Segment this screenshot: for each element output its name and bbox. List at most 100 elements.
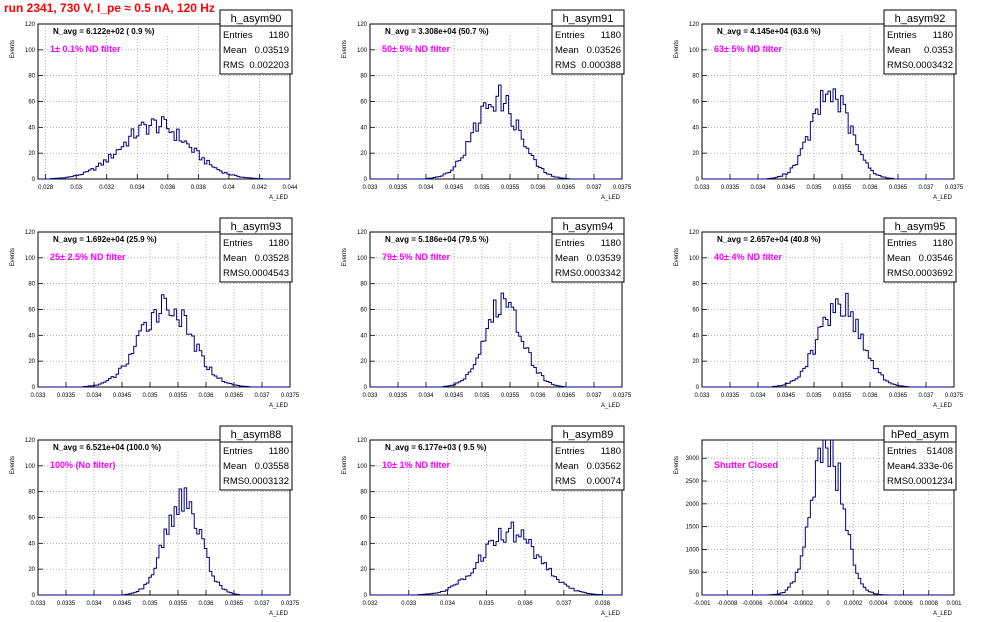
y-axis-label: Events [674,40,680,58]
navg-text: N_avg = 6.122e+02 ( 0.9 %) [53,27,155,36]
stats-box: h_asym94 Entries 1180 Mean 0.03539 RMS 0.00033… [551,217,625,283]
x-tick-label: 0.036 [530,393,546,399]
y-tick-label: 20 [360,151,367,157]
y-tick-label: 80 [360,282,367,288]
y-tick-label: 20 [28,359,35,365]
y-tick-label: 80 [692,74,699,80]
stats-box: h_asym88 Entries 1180 Mean 0.03558 RMS 0.00031… [219,425,293,491]
stats-label: RMS [223,268,244,279]
x-tick-label: 0.0355 [833,185,852,191]
y-tick-label: 80 [360,490,367,496]
y-tick-label: 100 [25,256,36,262]
stats-value: 1180 [601,30,621,41]
x-tick-label: 0.037 [556,601,572,607]
stats-label: Entries [555,30,585,41]
stats-value: 1180 [933,238,953,249]
y-tick-label: 1000 [686,547,700,553]
x-tick-label: 0.035 [142,393,158,399]
stats-value: 0.03528 [255,253,289,264]
x-tick-label: 0.035 [474,185,490,191]
x-tick-label: 0.0335 [389,393,408,399]
run-title: run 2341, 730 V, I_pe ≈ 0.5 nA, 120 Hz [4,1,215,15]
x-tick-label: 0.0008 [920,601,939,607]
x-tick-label: 0.0006 [894,601,913,607]
x-tick-label: 0.038 [191,185,207,191]
x-tick-label: 0.0375 [281,393,300,399]
y-tick-label: 0 [696,385,700,391]
x-tick-label: 0.034 [86,601,102,607]
y-axis-ticks: 0 20 40 60 80 100 120 [689,22,954,183]
y-tick-label: 20 [360,359,367,365]
stats-label: Mean [223,253,247,264]
stats-value: 0.0003432 [908,60,953,71]
filter-label: 63± 5% ND filter [714,44,782,54]
navg-text: N_avg = 1.692e+04 (25.9 %) [53,235,157,244]
x-tick-label: 0.034 [750,185,766,191]
y-tick-label: 40 [28,125,35,131]
x-tick-label: 0.034 [418,393,434,399]
navg-box [50,441,182,452]
stats-label: RMS [223,476,244,487]
y-tick-label: 40 [360,125,367,131]
x-tick-label: 0.0345 [445,393,464,399]
stats-label: RMS [223,60,244,71]
stats-title: h_asym94 [563,221,614,233]
x-tick-label: 0.042 [252,185,268,191]
navg-box [714,25,846,36]
y-tick-label: 60 [360,100,367,106]
y-tick-label: 100 [689,256,700,262]
y-tick-label: 0 [364,593,368,599]
y-tick-label: 0 [32,385,36,391]
y-tick-label: 40 [692,125,699,131]
x-tick-label: 0.036 [530,185,546,191]
stats-label: RMS [887,60,908,71]
filter-label: Shutter Closed [714,460,778,470]
navg-text: N_avg = 6.521e+04 (100.0 %) [53,443,161,452]
stats-value: 1180 [269,30,289,41]
histogram-series [38,294,290,388]
navg-label: N_avg = 3.308e+04 (50.7 %) [382,25,514,36]
x-axis-ticks: 0.032 0.033 0.034 0.035 0.036 0.037 0.038 [362,440,611,607]
x-tick-label: 0.0375 [613,393,632,399]
stats-label: Mean [223,461,247,472]
stats-title: h_asym88 [231,429,282,441]
y-tick-label: 100 [357,48,368,54]
navg-text: N_avg = 4.145e+04 (63.6 %) [717,27,821,36]
stats-label: RMS [887,268,908,279]
stats-frame [883,425,957,491]
x-tick-label: 0.028 [38,185,54,191]
histogram-series [38,487,290,596]
y-tick-label: 80 [28,74,35,80]
stats-label: Entries [887,446,917,457]
y-tick-label: 500 [689,570,700,576]
stats-box: h_asym90 Entries 1180 Mean 0.03519 RMS 0.00220… [219,9,293,75]
histogram-panel-h_asym90: 0.028 0.03 0.032 0.034 0.036 0.038 0.04 0.042 0.… [10,9,298,201]
y-tick-label: 120 [689,22,700,28]
stats-label: Entries [555,446,585,457]
navg-box [50,233,182,244]
y-tick-label: 100 [357,464,368,470]
y-axis-label: Events [342,248,348,266]
stats-box: h_asym92 Entries 1180 Mean 0.0353 RMS 0.000343… [883,9,957,75]
x-tick-label: -0.001 [693,601,711,607]
stats-frame [551,425,625,491]
x-tick-label: 0.034 [130,185,146,191]
stats-value: 0.03546 [919,253,953,264]
stats-title: h_asym93 [231,221,282,233]
x-tick-label: 0.033 [30,601,46,607]
navg-text: N_avg = 2.657e+04 (40.8 %) [717,235,821,244]
stats-label: RMS [555,268,576,279]
y-tick-label: 80 [28,282,35,288]
x-axis-label: A_LED [269,403,289,409]
x-tick-label: 0.035 [474,393,490,399]
x-tick-label: 0.036 [862,393,878,399]
stats-frame [219,217,293,283]
x-axis-label: A_LED [601,195,621,201]
y-axis-ticks: 0 20 40 60 80 100 120 [357,22,622,183]
x-tick-label: 0.0375 [613,185,632,191]
stats-label: Mean [555,253,579,264]
x-tick-label: 0.037 [918,393,934,399]
x-tick-label: 0.033 [694,185,710,191]
navg-box [382,25,514,36]
stats-value: 0.03526 [587,45,621,56]
